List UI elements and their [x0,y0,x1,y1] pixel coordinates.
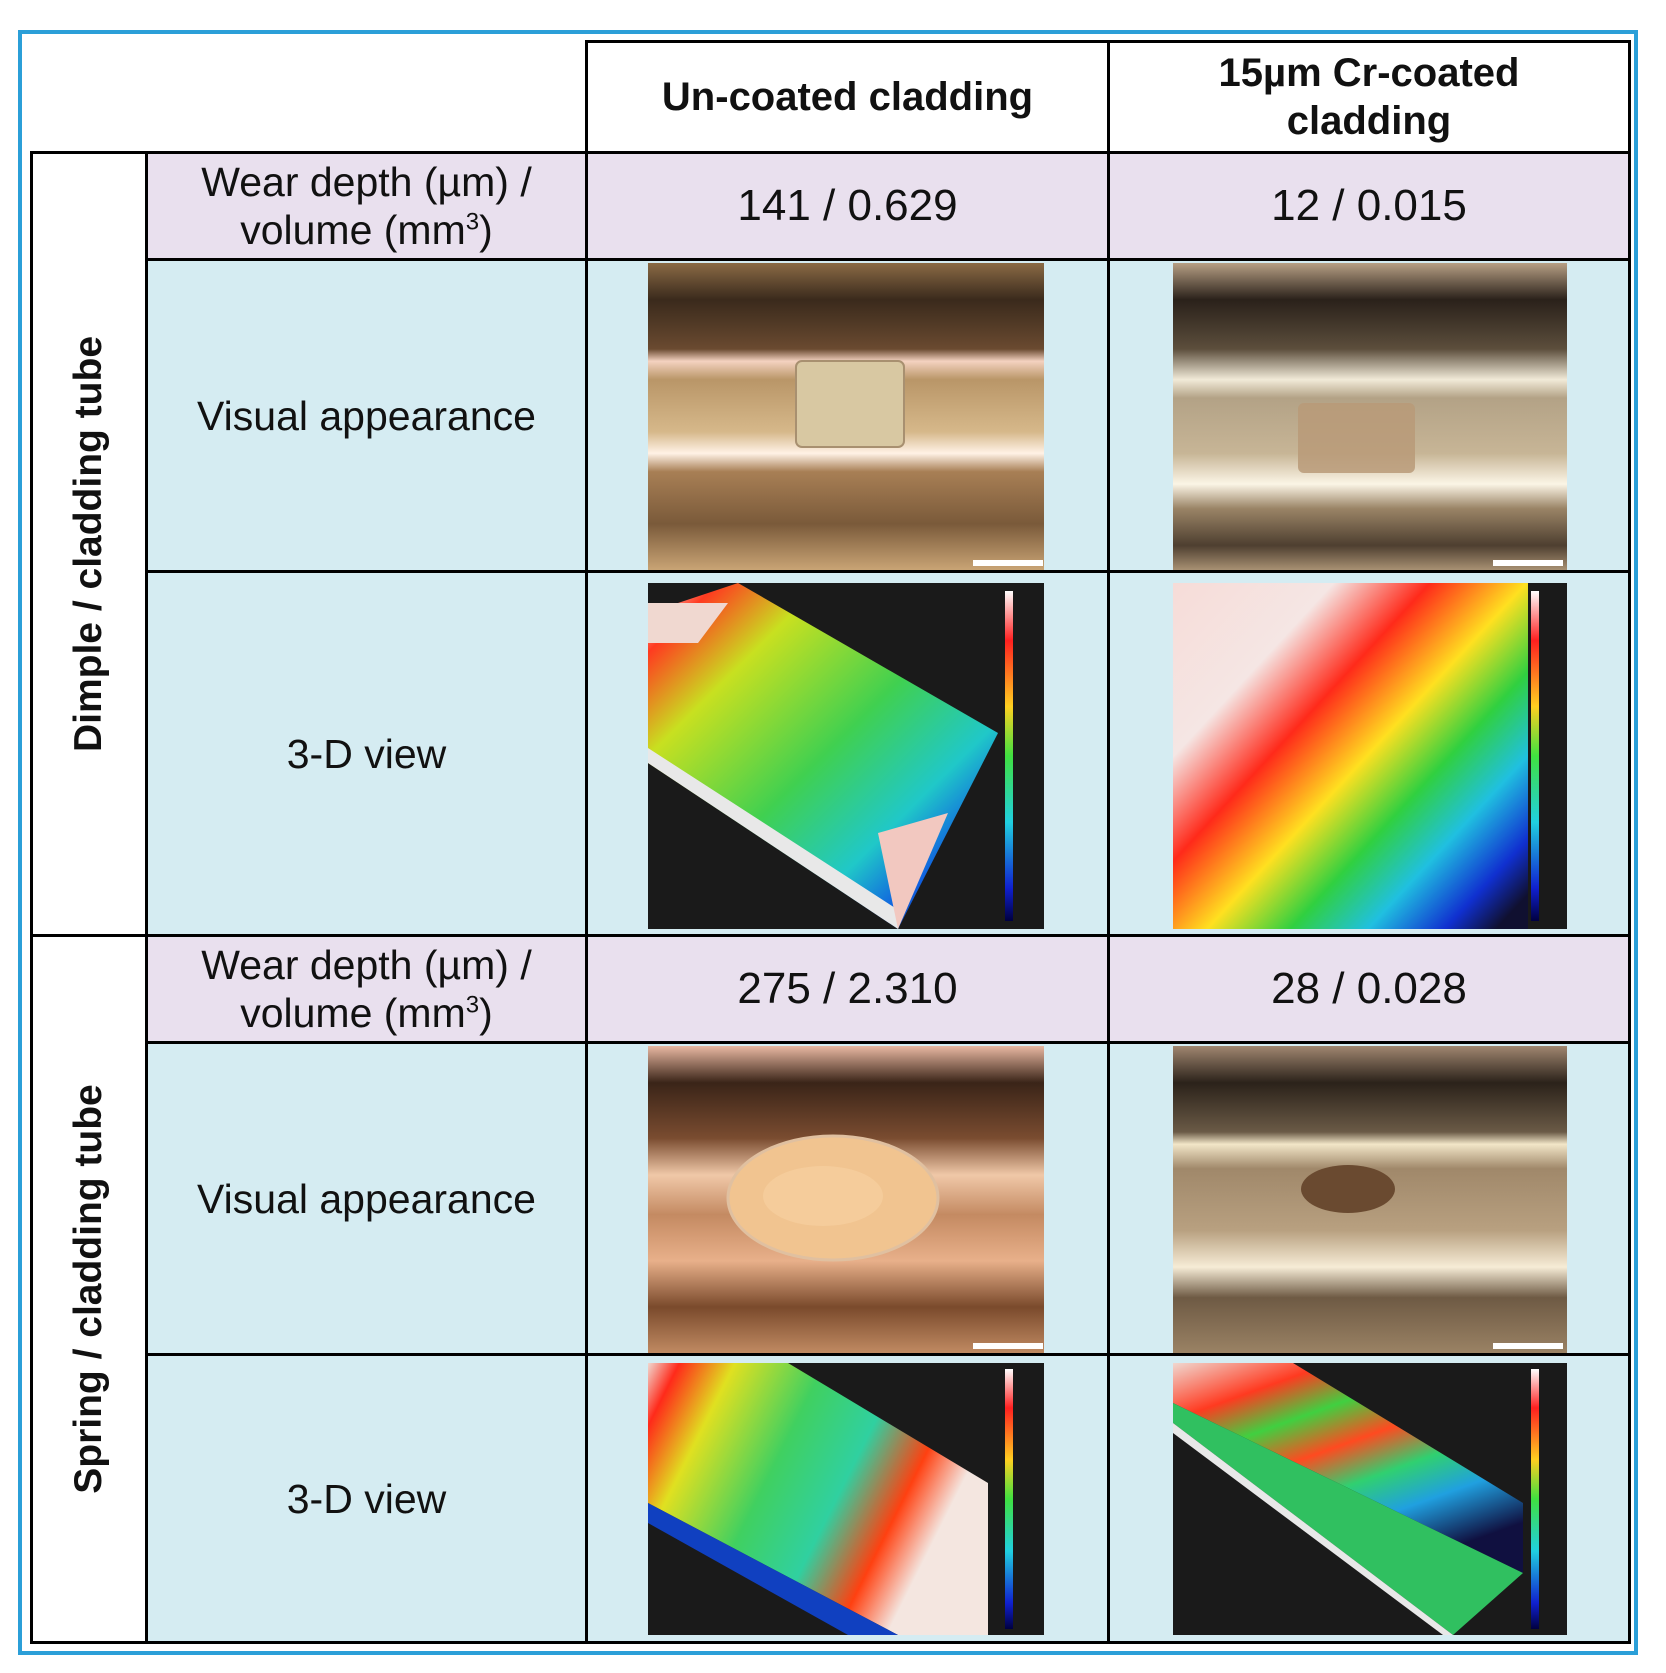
wear-value-spring-uncoated-text: 275 / 2.310 [737,964,958,1013]
group-label-spring-text: Spring / cladding tube [67,1084,110,1494]
visual-label-dimple: Visual appearance [145,258,588,573]
wear-value-dimple-coated: 12 / 0.015 [1107,151,1631,261]
visual-label-spring-text: Visual appearance [197,1175,536,1222]
column-header-coated-line2: cladding [1286,99,1452,143]
profile-3d-dimple-coated [1173,583,1567,929]
view3d-label-dimple: 3-D view [145,570,588,937]
wear-value-dimple-uncoated: 141 / 0.629 [585,151,1110,261]
blank-header-cell [30,40,588,154]
profile-3d-spring-coated [1173,1363,1567,1635]
wear-label-spring: Wear depth (µm) / volume (mm3) [145,934,588,1044]
profile-3d-spring-uncoated [648,1363,1044,1635]
wear-label-dimple-line2: volume (mm3) [240,207,493,253]
photo-dimple-uncoated [648,263,1044,570]
column-header-uncoated: Un-coated cladding [585,40,1110,154]
wear-value-dimple-coated-text: 12 / 0.015 [1271,181,1467,230]
wear-label-dimple: Wear depth (µm) / volume (mm3) [145,151,588,261]
wear-value-spring-coated: 28 / 0.028 [1107,934,1631,1044]
photo-spring-coated [1173,1046,1567,1353]
wear-label-spring-line1: Wear depth (µm) / [201,942,532,988]
wear-label-spring-line2: volume (mm3) [240,990,493,1036]
wear-value-spring-coated-text: 28 / 0.028 [1271,964,1467,1013]
wear-label-dimple-line1: Wear depth (µm) / [201,159,532,205]
visual-label-dimple-text: Visual appearance [197,392,536,439]
view3d-label-dimple-text: 3-D view [286,730,447,777]
column-header-coated-line1: 15µm Cr-coated [1218,51,1520,95]
photo-spring-uncoated [648,1046,1044,1353]
view3d-label-spring-text: 3-D view [286,1475,447,1522]
visual-label-spring: Visual appearance [145,1041,588,1356]
group-label-dimple: Dimple / cladding tube [30,151,148,937]
group-label-dimple-text: Dimple / cladding tube [67,335,111,753]
wear-value-spring-uncoated: 275 / 2.310 [585,934,1110,1044]
wear-value-dimple-uncoated-text: 141 / 0.629 [737,181,958,230]
profile-3d-dimple-uncoated [648,583,1044,929]
figure-frame [18,30,1638,1655]
column-header-uncoated-text: Un-coated cladding [661,75,1034,119]
column-header-coated: 15µm Cr-coated cladding [1107,40,1631,154]
group-label-spring: Spring / cladding tube [30,934,148,1644]
photo-dimple-coated [1173,263,1567,570]
view3d-label-spring: 3-D view [145,1353,588,1644]
